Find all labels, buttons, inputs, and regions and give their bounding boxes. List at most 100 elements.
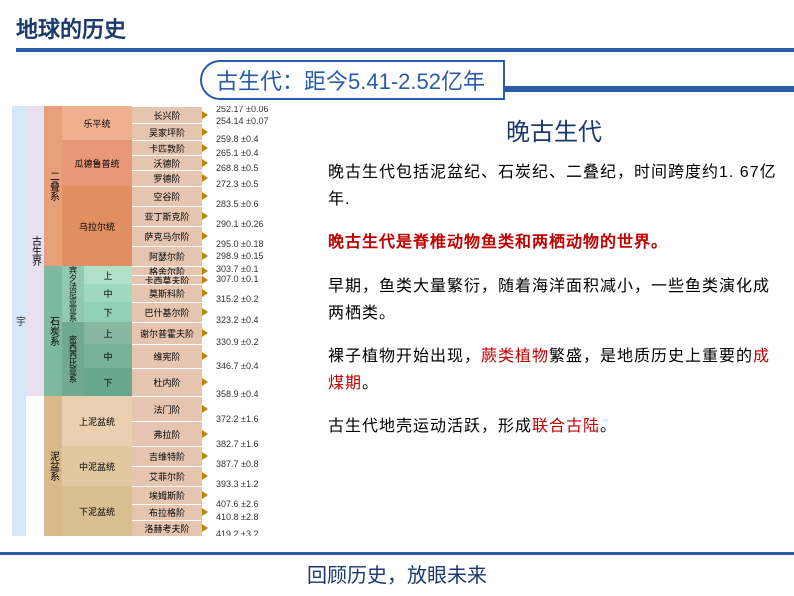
value-label: 272.3 ±0.5: [214, 179, 304, 189]
value-label: 387.7 ±0.8: [214, 459, 304, 469]
system-col: 二叠系: [44, 106, 62, 266]
stage-col: 罗德阶: [132, 170, 202, 186]
stage-col: 巴什基尔阶: [132, 302, 202, 322]
paragraph-3: 早期，鱼类大量繁衍，随着海洋面积减小，一些鱼类演化成两栖类。: [328, 273, 780, 327]
value-label: 259.8 ±0.4: [214, 134, 304, 144]
marker-icon: [202, 128, 208, 136]
marker-icon: [202, 192, 208, 200]
footer-text: 回顾历史，放眼未来: [0, 559, 794, 588]
stage-col: 卡西莫夫阶: [132, 275, 202, 284]
paragraph-1: 晚古生代包括泥盆纪、石炭纪、二叠纪，时间跨度约1. 67亿年.: [328, 159, 780, 213]
paragraph-5: 古生代地壳运动活跃，形成联合古陆。: [328, 413, 780, 440]
stage-col: 吴家坪阶: [132, 123, 202, 140]
sub-col: 上: [84, 322, 132, 344]
marker-icon: [202, 289, 208, 297]
stage-col: 维宪阶: [132, 344, 202, 368]
p4-text-1: 裸子植物开始出现，: [328, 348, 481, 365]
marker-icon: [202, 174, 208, 182]
content: 宇 古生界 二叠系石炭系泥盆系 乐平统瓜德鲁普统乌拉尔统上泥盆统中泥盆统下泥盆统 宾…: [0, 106, 794, 536]
p5-text-1: 古生代地壳运动活跃，形成: [328, 418, 532, 435]
value-label: 382.7 ±1.6: [214, 439, 304, 449]
marker-icon: [202, 111, 208, 119]
subtitle-line: [495, 86, 794, 92]
value-label: 330.9 ±0.2: [214, 337, 304, 347]
value-label: 372.2 ±1.6: [214, 414, 304, 424]
system-col: 石炭系: [44, 266, 62, 396]
footer: 回顾历史，放眼未来: [0, 552, 794, 588]
marker-icon: [202, 159, 208, 167]
stage-col: 艾菲尔阶: [132, 466, 202, 486]
stage-col: 阿瑟尔阶: [132, 246, 202, 266]
stage-col: 亚丁斯克阶: [132, 206, 202, 226]
sub-col: 下: [84, 368, 132, 396]
marker-icon: [202, 430, 208, 438]
p4-highlight-1: 蕨类植物: [481, 348, 549, 365]
marker-icon: [202, 232, 208, 240]
sub-col: 下: [84, 302, 132, 322]
stage-col: 莫斯科阶: [132, 284, 202, 302]
section-title: 晚古生代: [328, 112, 780, 147]
value-label: 268.8 ±0.5: [214, 163, 304, 173]
subseries-col: 密西西比亚系: [62, 322, 84, 396]
value-label: 254.14 ±0.07: [214, 116, 304, 126]
marker-icon: [202, 267, 208, 275]
value-label: 358.9 ±0.4: [214, 389, 304, 399]
stage-col: 空谷阶: [132, 186, 202, 206]
sub-col: 中: [84, 284, 132, 302]
series-col: 下泥盆统: [62, 486, 132, 536]
col-era: 古生界: [26, 106, 44, 396]
marker-icon: [202, 491, 208, 499]
value-label: 307.0 ±0.1: [214, 274, 304, 284]
series-col: 乐平统: [62, 106, 132, 140]
p5-text-2: 。: [600, 418, 617, 435]
marker-icon: [202, 524, 208, 532]
sub-col: 中: [84, 344, 132, 368]
stage-col: 埃姆斯阶: [132, 486, 202, 504]
value-label: 303.7 ±0.1: [214, 264, 304, 274]
stage-col: 布拉格阶: [132, 504, 202, 520]
footer-line: [0, 552, 794, 555]
page-title: 地球的历史: [16, 12, 794, 44]
stage-col: 法门阶: [132, 396, 202, 421]
marker-icon: [202, 212, 208, 220]
sub-col: 上: [84, 266, 132, 284]
stage-col: 沃德阶: [132, 155, 202, 170]
stage-col: 杜内阶: [132, 368, 202, 396]
p4-text-2: 繁盛，是地质历史上重要的: [549, 348, 753, 365]
stage-col: 长兴阶: [132, 106, 202, 123]
value-label: 407.6 ±2.6: [214, 499, 304, 509]
p4-text-3: 。: [362, 375, 379, 392]
series-col: 中泥盆统: [62, 446, 132, 486]
system-col: 泥盆系: [44, 396, 62, 536]
marker-icon: [202, 472, 208, 480]
value-label: 290.1 ±0.26: [214, 219, 304, 229]
series-col: 乌拉尔统: [62, 186, 132, 266]
header-underline: [16, 48, 794, 52]
value-label: 315.2 ±0.2: [214, 294, 304, 304]
value-label: 298.9 ±0.15: [214, 251, 304, 261]
col-eon: 宇: [12, 106, 26, 536]
subtitle-bar: 古生代：距今5.41-2.52亿年: [200, 60, 794, 100]
value-label: 323.2 ±0.4: [214, 315, 304, 325]
marker-icon: [202, 276, 208, 284]
subseries-col: 宾夕法尼亚亚系: [62, 266, 84, 322]
stage-col: 萨克马尔阶: [132, 226, 202, 246]
value-label: 252.17 ±0.06: [214, 106, 304, 114]
subtitle: 古生代：距今5.41-2.52亿年: [200, 60, 505, 100]
value-label: 265.1 ±0.4: [214, 148, 304, 158]
series-col: 瓜德鲁普统: [62, 140, 132, 186]
stage-col: 弗拉阶: [132, 421, 202, 446]
marker-icon: [202, 452, 208, 460]
series-col: 上泥盆统: [62, 396, 132, 446]
marker-icon: [202, 308, 208, 316]
marker-icon: [202, 378, 208, 386]
value-label: 393.3 ±1.2: [214, 479, 304, 489]
stage-col: 洛赫考夫阶: [132, 520, 202, 536]
header: 地球的历史: [0, 0, 794, 52]
stage-col: 谢尔普霍夫阶: [132, 322, 202, 344]
value-label: 410.8 ±2.8: [214, 512, 304, 522]
marker-icon: [202, 405, 208, 413]
text-area: 晚古生代 晚古生代包括泥盆纪、石炭纪、二叠纪，时间跨度约1. 67亿年. 晚古生…: [314, 106, 794, 536]
marker-icon: [202, 352, 208, 360]
marker-icon: [202, 144, 208, 152]
